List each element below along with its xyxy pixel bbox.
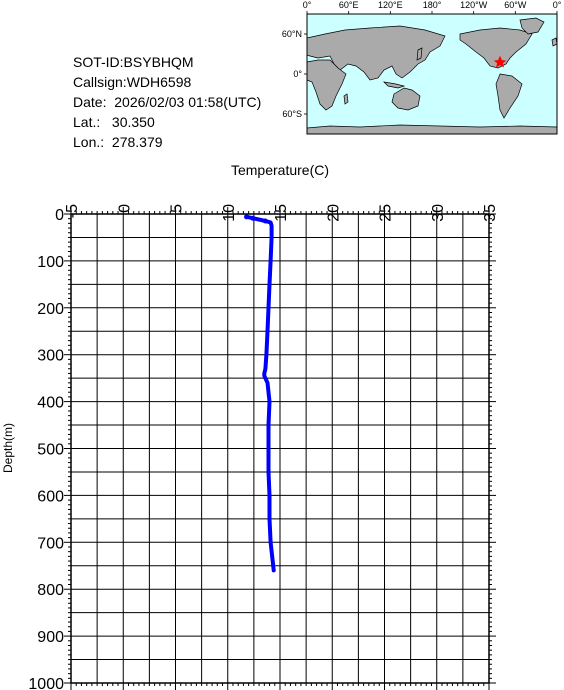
profile-point — [262, 218, 268, 224]
y-tick-label: 800 — [37, 582, 64, 599]
x-tick-label: 35 — [482, 204, 499, 222]
y-tick-labels: 0 100 200 300 400 500 600 700 800 900 1000 — [28, 207, 64, 690]
latitude: Lat.: 30.350 — [73, 114, 155, 130]
y-tick-label: 300 — [37, 348, 64, 365]
y-tick-label: 500 — [37, 442, 64, 459]
x-tick-label: 0 — [116, 204, 133, 213]
x-tick-labels: -5 0 5 10 15 20 25 30 35 — [64, 204, 499, 222]
x-tick-label: 20 — [325, 204, 342, 222]
profile-chart: -5 0 5 10 15 20 25 30 35 01002003004005006007008… — [1, 162, 499, 690]
chart-grid — [70, 213, 490, 684]
plot-frame — [70, 213, 490, 684]
y-tick-label: 600 — [37, 488, 64, 505]
y-tick-label: 900 — [37, 629, 64, 646]
map-lon-label: 0° — [553, 0, 562, 10]
temperature-profile — [244, 214, 276, 573]
profile-line — [244, 214, 276, 573]
profile-point — [244, 214, 250, 220]
y-tick-label: 200 — [37, 301, 64, 318]
map-lat-label: 60°S — [282, 109, 302, 119]
y-tick-label: 400 — [37, 395, 64, 412]
sot-id: SOT-ID:BSYBHQM — [73, 54, 194, 70]
longitude: Lon.: 278.379 — [73, 134, 163, 150]
map-lon-label: 120°E — [378, 0, 403, 10]
map-lon-label: 60°E — [339, 0, 359, 10]
map-lon-label: 0° — [303, 0, 312, 10]
x-tick-label: 5 — [169, 204, 186, 213]
y-tick-label: 700 — [37, 535, 64, 552]
float-info: SOT-ID:BSYBHQM Callsign:WDH6598 Date: 20… — [73, 52, 261, 152]
map-land — [306, 17, 558, 135]
x-axis-label: Temperature(C) — [231, 162, 329, 178]
x-tick-label: -5 — [64, 204, 81, 218]
x-tick-label: 15 — [273, 204, 290, 222]
float-location-marker — [493, 55, 507, 68]
map-lon-label: 180° — [423, 0, 442, 10]
callsign: Callsign:WDH6598 — [73, 74, 192, 90]
map-lon-label: 120°W — [460, 0, 488, 10]
x-tick-label: 25 — [378, 204, 395, 222]
y-axis-label: Depth(m) — [1, 423, 15, 473]
y-tick-label: 0 — [55, 207, 64, 224]
y-tick-label: 100 — [37, 254, 64, 271]
x-tick-label: 30 — [430, 204, 447, 222]
map-lat-label: 0° — [293, 69, 302, 79]
map-lat-label: 60°N — [282, 29, 302, 39]
profile-point — [250, 215, 256, 221]
date: Date: 2026/02/03 01:58(UTC) — [73, 94, 262, 110]
map-tick-marks — [304, 11, 558, 115]
map-lon-label: 60°W — [504, 0, 527, 10]
world-map: 0° 60°E 120°E 180° 120°W 60°W 0° 60°N 0° 60°S — [282, 0, 562, 135]
y-tick-label: 1000 — [28, 676, 64, 690]
x-tick-label: 10 — [221, 204, 238, 222]
map-tick-labels: 0° 60°E 120°E 180° 120°W 60°W 0° 60°N 0° 60°S — [282, 0, 562, 119]
